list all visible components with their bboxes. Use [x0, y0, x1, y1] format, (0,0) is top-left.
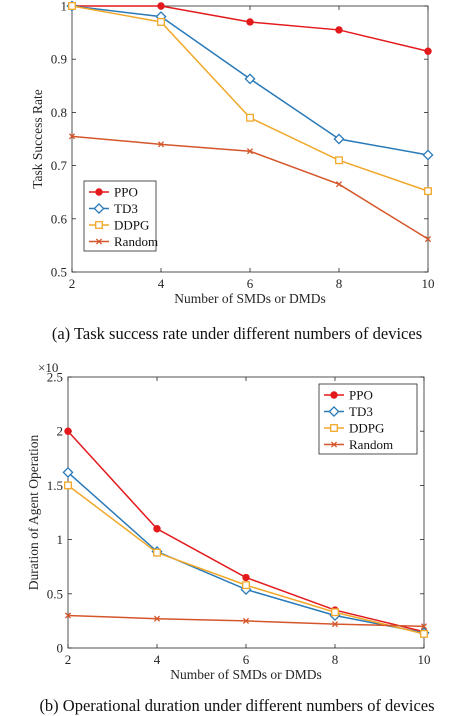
y-axis-label: Task Success Rate	[30, 89, 45, 189]
data-point-ppo	[64, 427, 72, 435]
data-point-ddpg	[242, 581, 250, 590]
y-tick-label: 0.8	[51, 105, 67, 120]
data-point-random	[424, 235, 432, 243]
series-random	[64, 612, 428, 630]
data-point-ddpg	[68, 2, 76, 10]
series-td3	[66, 0, 434, 161]
y-tick-label: 1.5	[47, 478, 63, 493]
data-point-ppo	[246, 18, 254, 26]
y-multiplier: ×10	[38, 362, 58, 375]
data-point-random	[153, 615, 161, 622]
data-point-ppo	[157, 2, 165, 10]
data-point-td3	[422, 149, 434, 161]
data-point-ddpg	[335, 156, 343, 165]
data-point-ddpg	[246, 113, 254, 122]
data-point-ddpg	[153, 548, 161, 557]
legend-label-random: Random	[349, 437, 393, 452]
caption-a: (a) Task success rate under different nu…	[51, 324, 423, 343]
legend-label-td3: TD3	[349, 404, 373, 419]
legend-marker-random	[95, 238, 103, 245]
data-point-random	[242, 617, 250, 624]
data-point-td3	[333, 133, 345, 145]
x-tick-label: 6	[243, 652, 250, 667]
x-tick-label: 8	[336, 276, 343, 291]
y-tick-label: 0.6	[51, 211, 68, 226]
legend-marker-random	[330, 441, 338, 448]
y-tick-label: 0.7	[51, 158, 68, 173]
data-point-random	[64, 612, 72, 619]
data-point-td3	[62, 466, 74, 478]
legend-marker-ppo	[330, 391, 338, 399]
data-point-ddpg	[64, 481, 72, 490]
x-tick-label: 10	[418, 652, 431, 667]
legend-label-ddpg: DDPG	[114, 218, 149, 233]
x-tick-label: 2	[69, 276, 76, 291]
data-point-ddpg	[331, 608, 339, 617]
x-tick-label: 8	[332, 652, 339, 667]
data-point-td3	[244, 73, 256, 85]
data-point-random	[68, 133, 76, 140]
y-tick-label: 0.9	[51, 52, 67, 67]
legend-label-td3: TD3	[114, 201, 138, 216]
data-point-ddpg	[420, 629, 428, 638]
legend-marker-ddpg	[95, 221, 103, 229]
y-tick-label: 2	[57, 424, 64, 439]
x-tick-label: 4	[154, 652, 161, 667]
legend-marker-td3	[93, 202, 105, 215]
data-point-ppo	[153, 525, 161, 533]
data-point-random	[331, 621, 339, 628]
y-tick-label: 0	[57, 641, 64, 656]
data-point-random	[335, 181, 343, 188]
x-axis-label: Number of SMDs or DMDs	[174, 291, 326, 306]
data-point-random	[420, 623, 428, 630]
data-point-random	[246, 148, 254, 155]
data-point-random	[157, 141, 165, 148]
data-point-ddpg	[157, 18, 165, 26]
y-axis-label: Duration of Agent Operation	[26, 434, 41, 590]
x-axis-label: Number of SMDs or DMDs	[170, 667, 322, 682]
y-tick-label: 2.5	[47, 370, 63, 385]
series-random	[68, 133, 432, 243]
x-tick-label: 4	[158, 276, 165, 291]
legend-marker-td3	[328, 405, 340, 418]
legend-label-ddpg: DDPG	[349, 421, 384, 436]
chart-task-success-rate: 2 4 6 8 10 0.5 0.6 0.7 0.8 0.9 1 Number of SMDs or …	[30, 0, 435, 306]
legend-label-ppo: PPO	[349, 388, 373, 403]
series-ddpg	[64, 481, 428, 638]
y-tick-label: 0.5	[47, 586, 63, 601]
data-point-ppo	[242, 573, 250, 582]
series-ddpg	[68, 2, 432, 196]
legend-label-ppo: PPO	[114, 185, 138, 200]
chart-operation-duration: 2 4 6 8 10 0 0.5 1 1.5 2 2.5 Number of SMDs or DMDs…	[26, 362, 431, 682]
legend-marker-ddpg	[330, 424, 338, 432]
legend-marker-ppo	[95, 188, 103, 196]
caption-b: (b) Operational duration under different…	[39, 696, 435, 715]
legend-label-random: Random	[114, 234, 158, 249]
y-tick-label: 0.5	[51, 265, 67, 280]
x-tick-label: 6	[247, 276, 254, 291]
data-point-ppo	[335, 26, 343, 34]
data-point-ppo	[424, 47, 432, 55]
x-tick-label: 2	[65, 652, 72, 667]
x-tick-label: 10	[422, 276, 435, 291]
data-point-ddpg	[424, 187, 432, 196]
y-tick-label: 1	[57, 532, 64, 547]
y-tick-label: 1	[61, 0, 68, 14]
